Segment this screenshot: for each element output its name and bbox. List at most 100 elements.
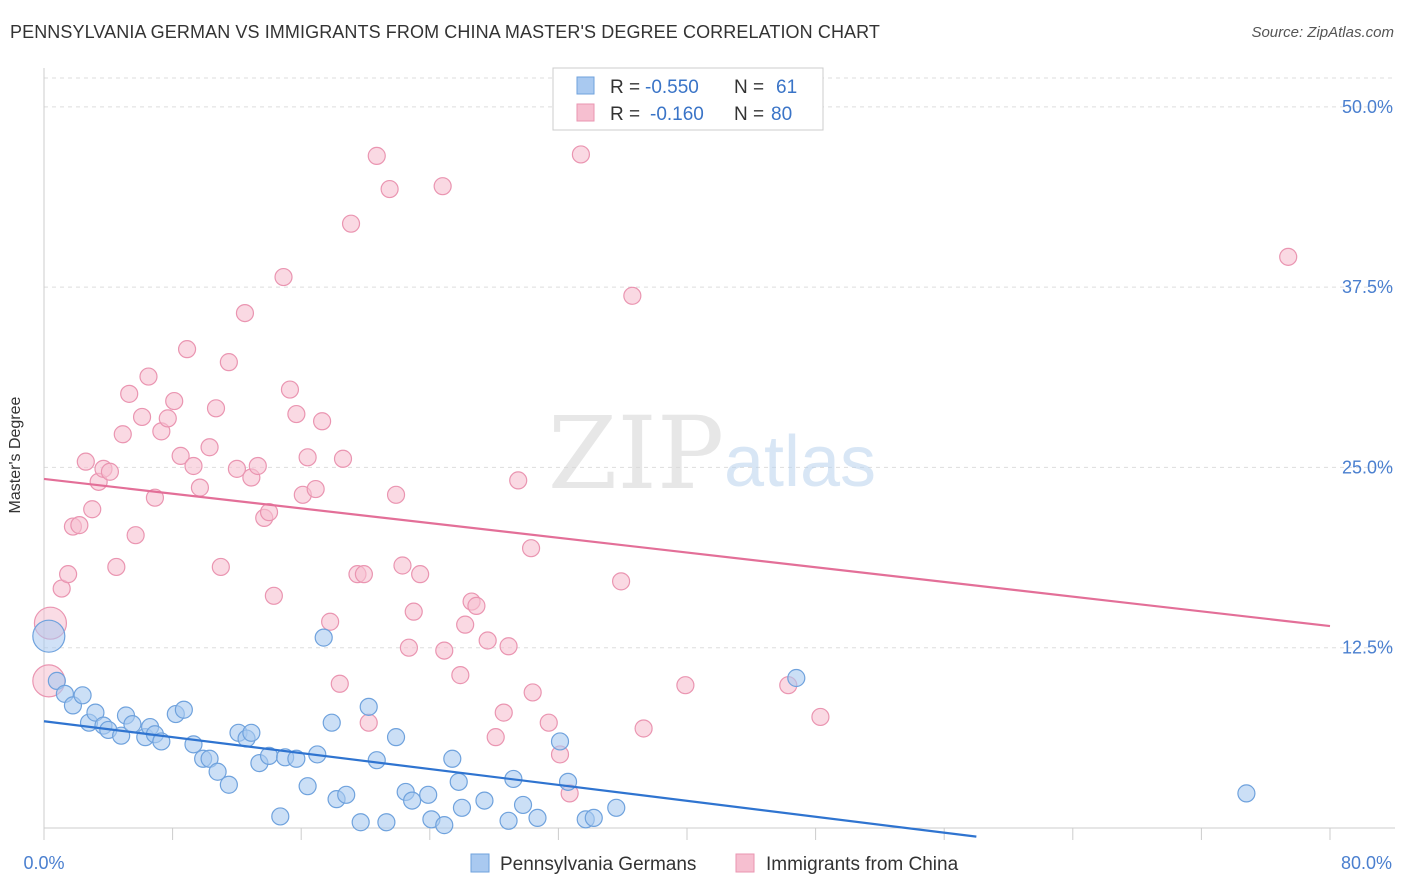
china-immigrant-point (494, 703, 513, 722)
pennsylvania-german-point (475, 791, 494, 810)
legend-r-value: -0.160 (650, 104, 704, 125)
china-immigrant-point (354, 565, 373, 584)
china-immigrant-point (113, 425, 132, 444)
pennsylvania-german-point (314, 628, 333, 647)
pennsylvania-german-point (403, 791, 422, 810)
china-immigrant-point (306, 479, 325, 499)
china-immigrant-point (359, 713, 378, 732)
china-immigrant-point (521, 539, 541, 558)
china-immigrant-point (227, 459, 246, 478)
china-immigrant-point (539, 713, 558, 732)
legend-frame (552, 67, 824, 131)
china-immigrant-point (411, 565, 430, 584)
china-immigrant-point (100, 462, 120, 481)
china-immigrant-point (171, 446, 190, 465)
pennsylvania-german-point (208, 762, 227, 781)
y-tick-label: 37.5% (1342, 277, 1393, 297)
china-immigrant-point (206, 399, 226, 418)
china-immigrant-point (451, 666, 470, 685)
pennsylvania-german-point (550, 732, 570, 751)
china-immigrant-point (435, 641, 454, 660)
pennsylvania-german-point (32, 619, 66, 653)
axes (43, 68, 1395, 840)
legend-n-value: 61 (776, 77, 797, 98)
china-immigrant-point (486, 728, 505, 747)
china-immigrant-point (321, 612, 340, 631)
china-immigrant-point (386, 485, 406, 504)
pennsylvania-german-point (377, 813, 396, 832)
pennsylvania-german-point (435, 816, 454, 835)
china-immigrant-point (264, 586, 283, 605)
china-immigrant-point (330, 674, 349, 693)
pennsylvania-german-point (367, 751, 386, 770)
china-immigrant-point (380, 179, 399, 199)
china-immigrant-point (274, 267, 293, 287)
china-immigrant-point (509, 471, 528, 490)
china-immigrant-point (211, 557, 230, 577)
china-immigrant-point (341, 214, 361, 233)
pennsylvania-german-point (513, 795, 533, 815)
china-immigrant-point (404, 602, 423, 621)
china-immigrant-point (235, 303, 255, 323)
china-immigrant-point (634, 719, 653, 738)
series-legend: Pennsylvania Germans Immigrants from Chi… (470, 853, 959, 875)
china-immigrant-point (126, 526, 145, 545)
china-immigrant-point (145, 488, 165, 507)
china-immigrant-point (611, 572, 631, 591)
tick-labels: 12.5% 25.0% 37.5% 50.0% 0.0% 80.0% (23, 97, 1393, 873)
china-immigrant-point (248, 456, 267, 476)
pennsylvania-german-point (452, 798, 472, 817)
trend-line-immigrants-from-china (43, 477, 1331, 628)
china-immigrant-point (70, 516, 89, 535)
watermark-zip: ZIP (548, 395, 724, 512)
trend-lines (43, 477, 1331, 838)
china-immigrant-point (478, 631, 497, 650)
china-immigrant-point (523, 683, 542, 702)
series-name-pink: Immigrants from China (766, 854, 959, 875)
china-immigrant-point (1279, 247, 1298, 266)
pennsylvania-german-point (47, 671, 66, 690)
pennsylvania-german-point (242, 723, 261, 742)
pennsylvania-german-point (219, 775, 238, 794)
china-immigrant-point (367, 146, 386, 165)
legend-r-value: -0.550 (645, 77, 699, 98)
china-immigrant-point (280, 380, 300, 399)
china-immigrant-point (456, 615, 475, 634)
pennsylvania-german-point (528, 808, 547, 828)
china-immigrant-point (433, 177, 452, 196)
china-immigrant-point (190, 478, 210, 497)
china-immigrant-point (571, 145, 591, 164)
china-immigrant-point (467, 596, 486, 615)
legend-swatch-blue (576, 76, 595, 95)
legend-box: R = -0.550 N = 61 R = -0.160 N = 80 (552, 67, 824, 131)
pennsylvania-german-point (73, 686, 92, 705)
watermark-atlas: atlas (724, 422, 876, 502)
pennsylvania-german-point (322, 713, 341, 732)
x-tick-label: 80.0% (1341, 853, 1392, 873)
china-immigrant-point (623, 286, 642, 305)
pennsylvania-german-point (499, 811, 518, 830)
pennsylvania-german-point (174, 700, 193, 719)
y-tick-label: 50.0% (1342, 97, 1393, 117)
pennsylvania-german-point (787, 668, 806, 688)
china-immigrant-point (393, 556, 412, 575)
china-immigrant-point (120, 384, 139, 403)
pennsylvania-german-point (86, 703, 105, 722)
china-immigrant-point (132, 407, 152, 427)
pennsylvania-german-point (200, 749, 219, 768)
china-immigrant-point (139, 367, 158, 386)
china-immigrant-point (219, 353, 238, 372)
china-immigrant-point (59, 565, 78, 584)
pennsylvania-german-point (123, 715, 142, 734)
china-immigrant-point (165, 391, 184, 411)
y-tick-label: 25.0% (1342, 457, 1393, 477)
pennsylvania-german-point (584, 808, 603, 828)
china-immigrant-point (177, 340, 197, 359)
pennsylvania-german-point (449, 772, 468, 791)
china-immigrant-point (76, 452, 95, 471)
china-immigrant-point (83, 500, 102, 519)
source-credit: Source: ZipAtlas.com (1251, 24, 1394, 41)
pennsylvania-german-point (443, 749, 462, 768)
y-tick-label: 12.5% (1342, 638, 1393, 658)
china-immigrant-point (184, 456, 203, 476)
